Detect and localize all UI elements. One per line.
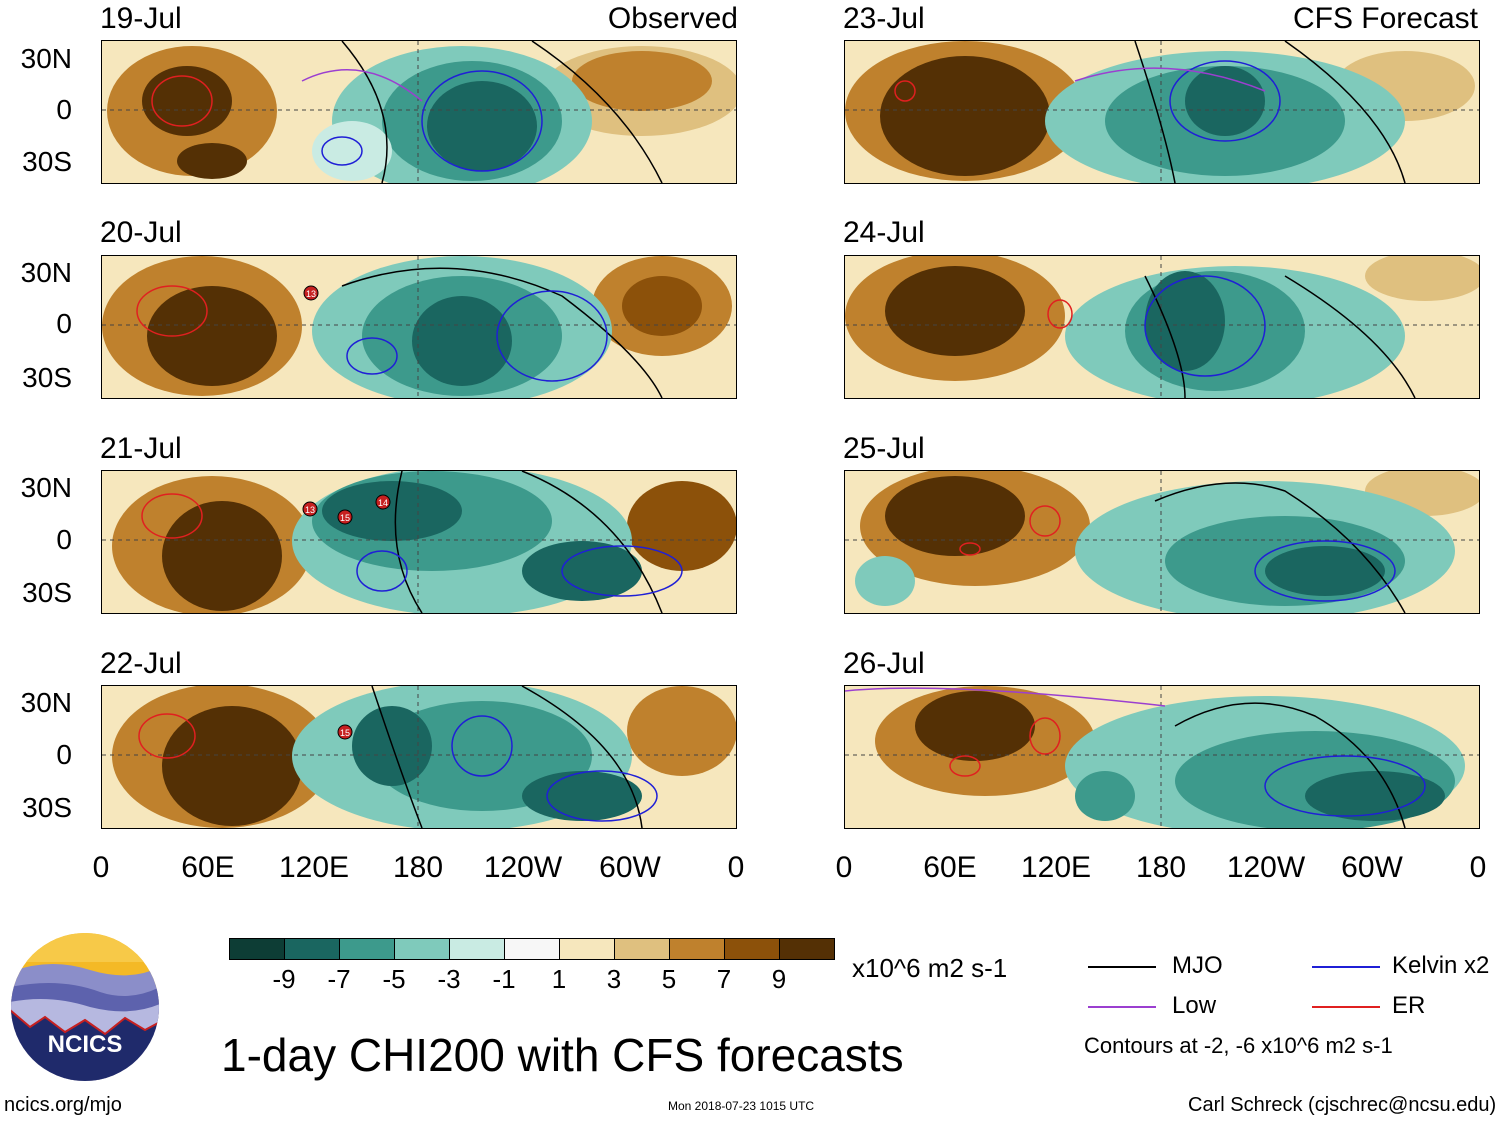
- figure-title: 1-day CHI200 with CFS forecasts: [221, 1029, 904, 1081]
- map-field: 15: [102, 686, 736, 828]
- colorbar-swatch: [724, 938, 780, 960]
- lon-label-0: 0: [1469, 851, 1487, 884]
- legend-kelvin-label: Kelvin x2: [1392, 952, 1490, 979]
- lat-label-30n: 30N: [20, 472, 72, 503]
- legend-mjo-line: [1088, 966, 1156, 968]
- colorbar-swatch: [339, 938, 395, 960]
- colorbar-swatch: [779, 938, 835, 960]
- legend-mjo-label: MJO: [1172, 952, 1223, 979]
- colorbar-swatch: [449, 938, 505, 960]
- lat-label-30s: 30S: [22, 577, 72, 608]
- panel-date-26jul: 26-Jul: [843, 647, 925, 680]
- colorbar-swatch: [284, 938, 340, 960]
- panel-title-cfs-forecast: CFS Forecast: [1292, 2, 1478, 35]
- map-field: 13: [102, 256, 736, 398]
- panel-date-19jul: 19-Jul: [100, 2, 182, 35]
- colorbar-tick-label: 5: [661, 964, 677, 994]
- panel-date-24jul: 24-Jul: [843, 216, 925, 249]
- storm-marker: [303, 285, 319, 301]
- lon-label-120e: 120E: [1020, 851, 1092, 884]
- lat-label-0: 0: [56, 524, 72, 555]
- legend-kelvin-line: [1312, 966, 1380, 968]
- storm-label: 13: [306, 289, 316, 299]
- colorbar-tick-label: -9: [272, 964, 296, 994]
- lon-label-60e: 60E: [181, 851, 235, 884]
- map-field: [845, 686, 1479, 828]
- map-panel-19jul: [101, 40, 737, 184]
- lat-label-30n: 30N: [20, 43, 72, 74]
- lon-label-60e: 60E: [923, 851, 977, 884]
- colorbar-swatch: [394, 938, 450, 960]
- lon-label-0: 0: [92, 851, 110, 884]
- colorbar-tick-label: 3: [606, 964, 622, 994]
- legend-er-label: ER: [1392, 992, 1426, 1019]
- ncics-logo: NCICS: [10, 932, 160, 1082]
- lat-label-30n: 30N: [20, 687, 72, 718]
- storm-marker: [337, 724, 353, 740]
- map-panel-20jul: 13: [101, 255, 737, 399]
- colorbar-tick-label: -7: [327, 964, 351, 994]
- footer-author: Carl Schreck (cjschrec@ncsu.edu): [1188, 1094, 1497, 1116]
- panel-title-observed: Observed: [607, 2, 738, 35]
- colorbar-tick-label: -5: [382, 964, 406, 994]
- lon-label-120w: 120W: [1226, 851, 1306, 884]
- map-field: [102, 41, 736, 183]
- colorbar-tick-label: 7: [716, 964, 732, 994]
- map-field: [845, 471, 1479, 613]
- legend-low-label: Low: [1172, 992, 1217, 1019]
- lat-label-0: 0: [56, 94, 72, 125]
- storm-label: 15: [340, 728, 350, 738]
- colorbar-tick-label: 1: [551, 964, 567, 994]
- panel-date-21jul: 21-Jul: [100, 432, 182, 465]
- lon-label-60w: 60W: [1341, 851, 1403, 884]
- footer-url: ncics.org/mjo: [4, 1094, 122, 1116]
- colorbar-tick-label: -3: [437, 964, 461, 994]
- lon-label-0: 0: [727, 851, 745, 884]
- map-panel-25jul: [844, 470, 1480, 614]
- storm-label: 13: [305, 505, 315, 515]
- colorbar-swatch: [504, 938, 560, 960]
- lat-label-0: 0: [56, 739, 72, 770]
- panel-date-20jul: 20-Jul: [100, 216, 182, 249]
- lon-label-120w: 120W: [483, 851, 563, 884]
- lat-label-30s: 30S: [22, 362, 72, 393]
- legend-er-line: [1312, 1006, 1380, 1008]
- colorbar-units: x10^6 m2 s-1: [852, 953, 1008, 983]
- lat-label-30s: 30S: [22, 146, 72, 177]
- colorbar-tick-label: 9: [771, 964, 787, 994]
- lon-label-0: 0: [835, 851, 853, 884]
- storm-label: 15: [340, 513, 350, 523]
- lat-label-0: 0: [56, 308, 72, 339]
- colorbar-swatch: [229, 938, 285, 960]
- colorbar-tick-label: -1: [492, 964, 516, 994]
- lon-label-120e: 120E: [278, 851, 350, 884]
- colorbar-swatch: [669, 938, 725, 960]
- storm-marker: [375, 494, 391, 510]
- map-panel-24jul: [844, 255, 1480, 399]
- lat-label-30n: 30N: [20, 257, 72, 288]
- storm-marker: [337, 509, 353, 525]
- footer-timestamp: Mon 2018-07-23 1015 UTC: [668, 1099, 815, 1113]
- lon-label-60w: 60W: [599, 851, 661, 884]
- storm-marker: [302, 501, 318, 517]
- map-panel-23jul: [844, 40, 1480, 184]
- map-panel-22jul: 15: [101, 685, 737, 829]
- panel-date-25jul: 25-Jul: [843, 432, 925, 465]
- lat-label-30s: 30S: [22, 792, 72, 823]
- panel-date-22jul: 22-Jul: [100, 647, 182, 680]
- panel-date-23jul: 23-Jul: [843, 2, 925, 35]
- map-field: 13 14 15: [102, 471, 736, 613]
- lon-label-180: 180: [392, 851, 444, 884]
- map-panel-26jul: [844, 685, 1480, 829]
- map-panel-21jul: 13 14 15: [101, 470, 737, 614]
- colorbar-swatch: [614, 938, 670, 960]
- map-field: [845, 41, 1479, 183]
- storm-label: 14: [378, 498, 388, 508]
- logo-text: NCICS: [48, 1031, 123, 1058]
- contours-note: Contours at -2, -6 x10^6 m2 s-1: [1084, 1033, 1393, 1058]
- map-field: [845, 256, 1479, 398]
- legend-low-line: [1088, 1006, 1156, 1008]
- lon-label-180: 180: [1135, 851, 1187, 884]
- colorbar-swatch: [559, 938, 615, 960]
